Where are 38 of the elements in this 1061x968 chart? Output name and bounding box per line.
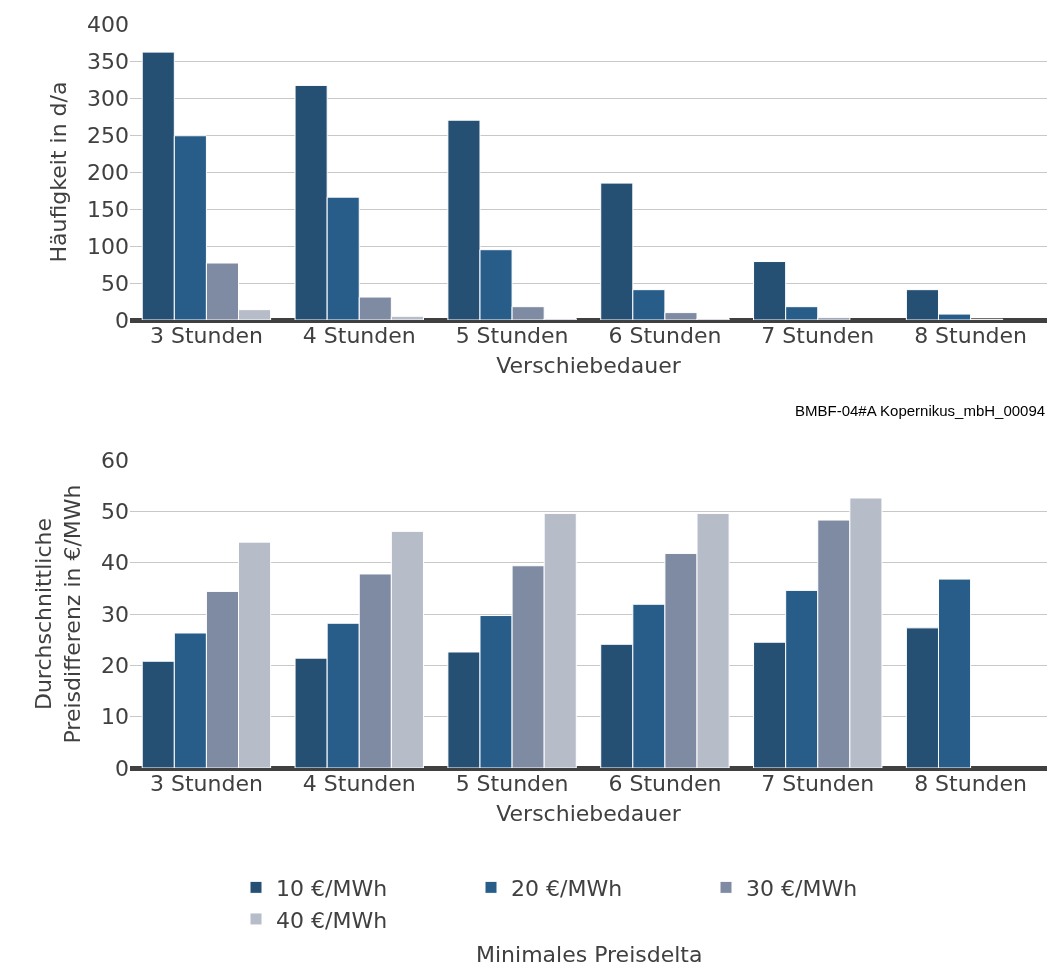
legend-label: 10 €/MWh (276, 875, 388, 901)
y-tick-label: 100 (87, 233, 129, 259)
legend-title: Minimales Preisdelta (476, 942, 703, 967)
legend-label: 40 €/MWh (276, 907, 388, 933)
x-tick-label: 4 Stunden (302, 323, 416, 348)
x-tick-label: 7 Stunden (761, 771, 875, 796)
legend-label: 30 €/MWh (746, 875, 858, 901)
y-tick-label: 0 (115, 307, 129, 333)
x-tick-label: 3 Stunden (149, 771, 263, 796)
y-tick-label: 40 (101, 550, 129, 576)
y-axis-title: Häufigkeit in d/a (45, 81, 71, 263)
x-tick-label: 8 Stunden (914, 771, 1028, 796)
x-tick-label: 6 Stunden (608, 771, 722, 796)
y-tick-label: 0 (115, 755, 129, 781)
x-tick-label: 4 Stunden (302, 771, 416, 796)
x-tick-label: 7 Stunden (761, 323, 875, 348)
x-axis-title: Verschiebedauer (496, 800, 682, 826)
x-tick-label: 6 Stunden (608, 323, 722, 348)
y-tick-label: 400 (87, 11, 129, 37)
y-tick-label: 300 (87, 85, 129, 111)
y-axis-title: Durchschnittliche Preisdifferenz in €/MWh (31, 484, 85, 744)
y-tick-label: 250 (87, 122, 129, 148)
y-tick-label: 150 (87, 196, 129, 222)
y-tick-label: 30 (101, 601, 129, 627)
x-tick-label: 8 Stunden (914, 323, 1028, 348)
y-tick-label: 50 (101, 270, 129, 296)
x-axis-title: Verschiebedauer (496, 352, 682, 378)
y-tick-label: 20 (101, 653, 129, 679)
x-tick-label: 3 Stunden (149, 323, 263, 348)
y-tick-label: 10 (101, 704, 129, 730)
y-tick-label: 60 (101, 447, 129, 473)
y-tick-label: 50 (101, 499, 129, 525)
legend-label: 20 €/MWh (511, 875, 623, 901)
x-tick-label: 5 Stunden (455, 771, 569, 796)
text: BMBF-04#A Kopernikus_mbH_00094 (795, 402, 1046, 419)
y-tick-label: 200 (87, 159, 129, 185)
y-tick-label: 350 (87, 48, 129, 74)
x-tick-label: 5 Stunden (455, 323, 569, 348)
